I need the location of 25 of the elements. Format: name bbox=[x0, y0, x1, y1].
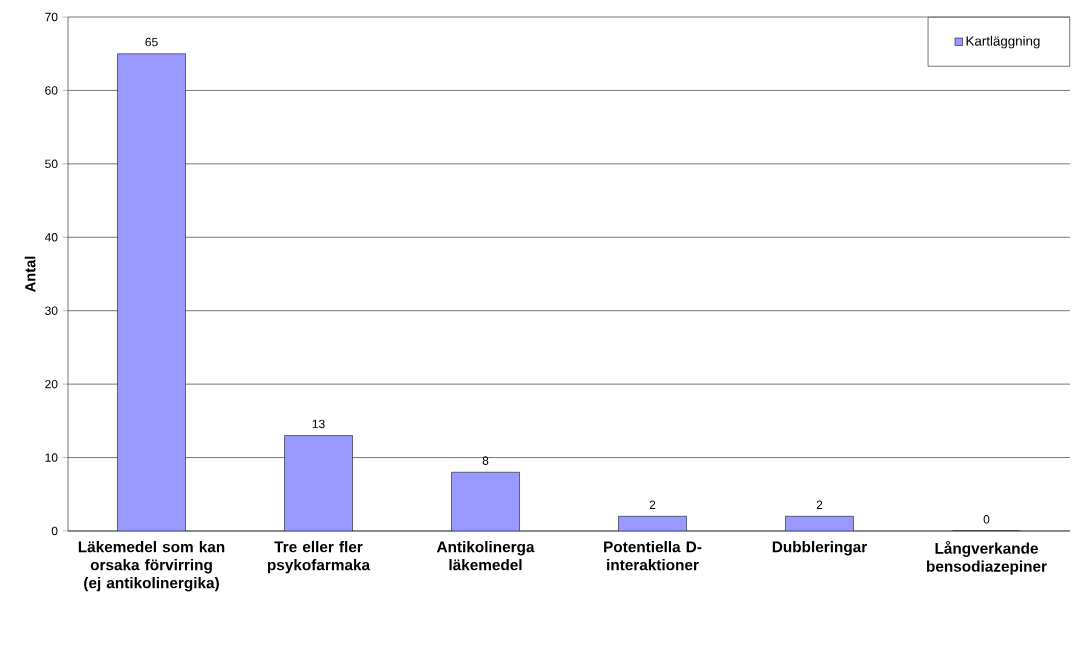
legend-label: Kartläggning bbox=[966, 35, 1040, 49]
x-tick-label: Långverkande bensodiazepiner bbox=[927, 541, 1047, 575]
x-tick-label: Tre eller fler psykofarmaka bbox=[267, 541, 371, 574]
data-label: 8 bbox=[482, 456, 489, 465]
x-tick-label: Läkemedel som kan orsaka förvirring (ej antikolinergika) bbox=[78, 541, 225, 592]
bar bbox=[117, 53, 186, 531]
y-tick-label: 70 bbox=[45, 12, 58, 22]
y-tick-label: 30 bbox=[45, 306, 58, 315]
y-axis-title: Antal bbox=[24, 256, 36, 292]
y-tick-label: 60 bbox=[45, 86, 58, 95]
data-label: 2 bbox=[816, 500, 823, 509]
x-tick-label: Potentiella D-interaktioner bbox=[604, 541, 702, 571]
y-tick-label: 40 bbox=[44, 233, 58, 242]
bar bbox=[284, 435, 353, 531]
y-tick-label: 50 bbox=[45, 159, 58, 169]
bar bbox=[451, 471, 520, 531]
y-tick-label: 0 bbox=[51, 526, 58, 536]
data-label: 2 bbox=[649, 500, 656, 509]
data-label: 0 bbox=[983, 515, 990, 524]
x-tick-label: Antikolinerga läkemedel bbox=[436, 541, 535, 571]
data-label: 65 bbox=[145, 37, 158, 47]
x-tick-label: Dubbleringar bbox=[772, 541, 867, 556]
y-tick-label: 10 bbox=[45, 453, 58, 462]
data-label: 13 bbox=[312, 419, 325, 429]
y-tick-label: 20 bbox=[45, 379, 58, 389]
